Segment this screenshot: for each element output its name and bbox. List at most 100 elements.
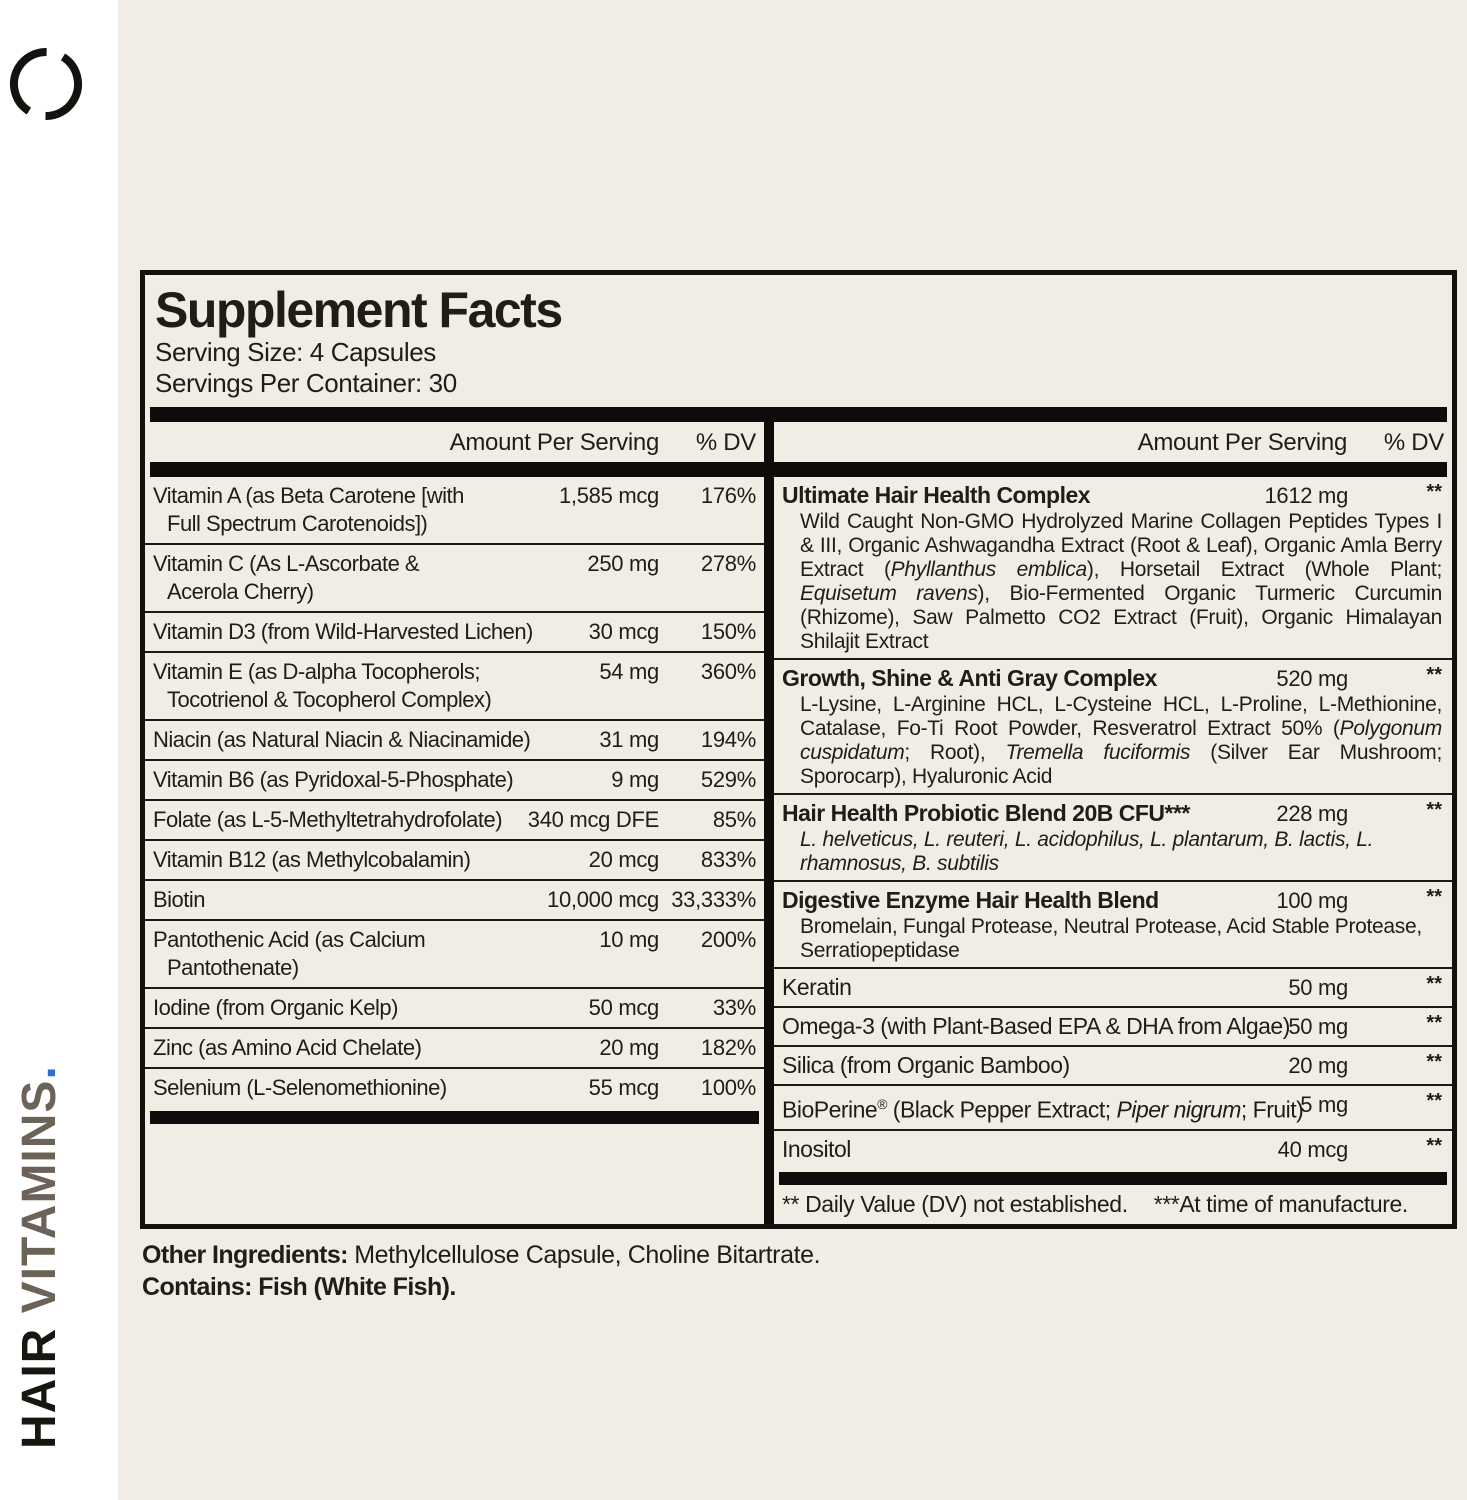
nutrient-name: Vitamin C (As L-Ascorbate & Acerola Cherr…	[153, 551, 420, 604]
blend-dv: **	[1426, 799, 1442, 821]
right-blend-column: Ultimate Hair Health Complex 1612 mg ** …	[774, 477, 1452, 1224]
nutrient-amount: 20 mcg	[588, 847, 660, 872]
nutrient-dv: 200%	[700, 927, 756, 952]
right-column-header: Amount Per Serving % DV	[774, 422, 1452, 462]
brand-ring-icon	[10, 48, 82, 120]
divider-bar-under-header	[150, 462, 1447, 477]
column-divider	[764, 477, 774, 1224]
nutrient-dv: 33%	[712, 995, 756, 1020]
blend-ingredients: Wild Caught Non-GMO Hydrolyzed Marine Co…	[800, 510, 1442, 653]
footnote-manufacture: ***At time of manufacture.	[1153, 1190, 1409, 1217]
nutrient-amount: 54 mg	[599, 659, 659, 684]
blend-dv: **	[1426, 886, 1442, 908]
blend-head: Hair Health Probiotic Blend 20B CFU*** 2…	[774, 797, 1452, 828]
blend-head: Growth, Shine & Anti Gray Complex 520 mg…	[774, 662, 1452, 693]
blend-amount: 1612 mg	[1264, 483, 1348, 508]
servings-per-container: Servings Per Container: 30	[155, 368, 457, 398]
blend-dv: **	[1426, 1090, 1442, 1112]
blend-row: Keratin 50 mg **	[774, 967, 1452, 1006]
brand-dot: .	[13, 1065, 66, 1080]
left-column-end-bar	[150, 1111, 759, 1124]
blend-amount: 40 mcg	[1277, 1136, 1349, 1162]
blend-amount: 50 mg	[1288, 1014, 1348, 1039]
blend-row: Silica (from Organic Bamboo) 20 mg **	[774, 1045, 1452, 1084]
nutrient-row: Zinc (as Amino Acid Chelate) 20 mg 182%	[145, 1027, 764, 1067]
blend-dv: **	[1426, 481, 1442, 503]
blend-head: BioPerine® (Black Pepper Extract; Piper …	[774, 1088, 1452, 1125]
nutrient-amount: 1,585 mcg	[558, 483, 659, 508]
nutrient-name: Vitamin B12 (as Methylcobalamin)	[153, 847, 471, 872]
nutrient-name: Vitamin A (as Beta Carotene [with Full Sp…	[153, 483, 464, 536]
brand-word-vitamins: VITAMINS	[13, 1079, 66, 1314]
nutrient-amount: 20 mg	[599, 1035, 659, 1060]
nutrient-dv: 833%	[700, 847, 756, 872]
amount-header: Amount Per Serving	[449, 429, 660, 456]
nutrient-row: Niacin (as Natural Niacin & Niacinamide)…	[145, 719, 764, 759]
nutrient-name: Pantothenic Acid (as Calcium Pantothenate…	[153, 927, 426, 980]
label-content: Supplement Facts Serving Size: 4 Capsule…	[140, 270, 1457, 1313]
nutrient-amount: 55 mcg	[588, 1075, 660, 1100]
column-divider	[764, 422, 774, 462]
vertical-product-name: HAIR VITAMINS.	[12, 1065, 67, 1449]
nutrient-dv: 182%	[700, 1035, 756, 1060]
nutrient-name: Vitamin D3 (from Wild-Harvested Lichen)	[153, 619, 533, 644]
contains-line: Contains: Fish (White Fish).	[142, 1272, 456, 1301]
nutrient-row: Selenium (L-Selenomethionine) 55 mcg 100…	[145, 1067, 764, 1107]
blend-ingredients: Bromelain, Fungal Protease, Neutral Prot…	[800, 915, 1422, 962]
nutrient-name: Iodine (from Organic Kelp)	[153, 995, 399, 1020]
nutrient-row: Vitamin A (as Beta Carotene [with Full Sp…	[145, 477, 764, 543]
nutrient-name: Niacin (as Natural Niacin & Niacinamide)	[153, 727, 531, 752]
nutrient-dv: 150%	[700, 619, 756, 644]
brand-word-hair: HAIR	[13, 1313, 66, 1449]
nutrient-name: Zinc (as Amino Acid Chelate)	[153, 1035, 422, 1060]
left-nutrient-column: Vitamin A (as Beta Carotene [with Full Sp…	[145, 477, 764, 1224]
nutrient-amount: 30 mcg	[588, 619, 660, 644]
blend-name: BioPerine® (Black Pepper Extract; Piper …	[782, 1096, 1304, 1123]
footnote-dv: ** Daily Value (DV) not established.	[782, 1190, 1128, 1217]
nutrient-name: Selenium (L-Selenomethionine)	[153, 1075, 447, 1100]
serving-size: Serving Size: 4 Capsules	[155, 337, 436, 367]
dv-header: % DV	[1383, 429, 1444, 456]
nutrient-row: Biotin 10,000 mcg 33,333%	[145, 879, 764, 919]
nutrient-amount: 9 mg	[611, 767, 659, 792]
nutrient-row: Pantothenic Acid (as Calcium Pantothenate…	[145, 919, 764, 987]
left-column-header: Amount Per Serving % DV	[145, 422, 764, 462]
blend-head: Digestive Enzyme Hair Health Blend 100 m…	[774, 884, 1452, 915]
blend-row: Omega-3 (with Plant-Based EPA & DHA from…	[774, 1006, 1452, 1045]
nutrient-name: Biotin	[153, 887, 206, 912]
supplement-facts-panel: Supplement Facts Serving Size: 4 Capsule…	[140, 270, 1457, 1229]
nutrient-amount: 340 mcg DFE	[527, 807, 660, 832]
nutrient-dv: 360%	[700, 659, 756, 684]
panel-title: Supplement Facts	[155, 282, 563, 338]
nutrient-row: Iodine (from Organic Kelp) 50 mcg 33%	[145, 987, 764, 1027]
nutrient-name: Vitamin E (as D-alpha Tocopherols; Tocotr…	[153, 659, 492, 712]
blend-dv: **	[1426, 1051, 1442, 1073]
nutrient-row: Vitamin D3 (from Wild-Harvested Lichen) …	[145, 611, 764, 651]
nutrient-dv: 85%	[712, 807, 756, 832]
nutrient-dv: 33,333%	[671, 887, 756, 912]
nutrient-dv: 176%	[700, 483, 756, 508]
nutrient-dv: 194%	[700, 727, 756, 752]
nutrient-amount: 10 mg	[599, 927, 659, 952]
blend-row: Growth, Shine & Anti Gray Complex 520 mg…	[774, 658, 1452, 793]
blend-row: Ultimate Hair Health Complex 1612 mg ** …	[774, 477, 1452, 658]
blend-amount: 20 mg	[1288, 1053, 1348, 1078]
other-ingredients-line: Other Ingredients: Methylcellulose Capsu…	[142, 1239, 1455, 1271]
blend-dv: **	[1426, 1134, 1442, 1157]
nutrient-row: Vitamin E (as D-alpha Tocopherols; Tocotr…	[145, 651, 764, 719]
dv-header: % DV	[695, 429, 756, 456]
blend-head: Keratin 50 mg **	[774, 971, 1452, 1002]
blend-name: Inositol	[782, 1135, 851, 1162]
nutrient-dv: 278%	[700, 551, 756, 576]
nutrient-row: Vitamin B6 (as Pyridoxal-5-Phosphate) 9 …	[145, 759, 764, 799]
blend-row: Hair Health Probiotic Blend 20B CFU*** 2…	[774, 793, 1452, 880]
blend-name: Growth, Shine & Anti Gray Complex	[782, 665, 1157, 691]
blend-name: Ultimate Hair Health Complex	[782, 482, 1091, 508]
below-panel-text: Other Ingredients: Methylcellulose Capsu…	[140, 1229, 1457, 1313]
dv-footnote: ** Daily Value (DV) not established. ***A…	[774, 1189, 1452, 1224]
column-headers: Amount Per Serving % DV Amount Per Servi…	[145, 422, 1452, 462]
nutrient-row: Vitamin C (As L-Ascorbate & Acerola Cherr…	[145, 543, 764, 611]
blend-ingredients: L-Lysine, L-Arginine HCL, L-Cysteine HCL…	[800, 693, 1442, 788]
blend-name: Digestive Enzyme Hair Health Blend	[782, 887, 1159, 913]
